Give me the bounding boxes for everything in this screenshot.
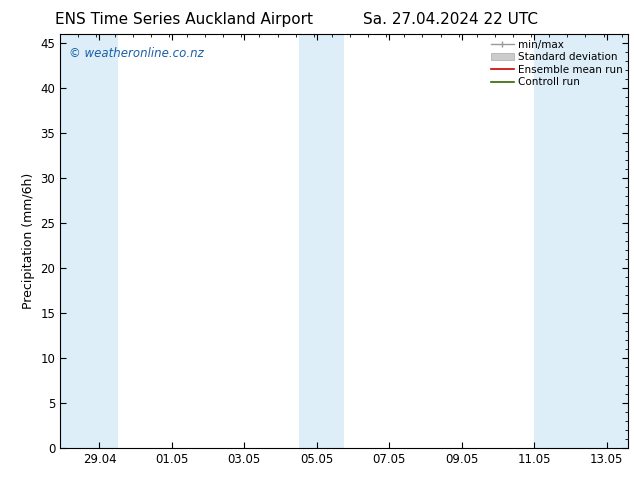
Text: Sa. 27.04.2024 22 UTC: Sa. 27.04.2024 22 UTC — [363, 12, 538, 27]
Bar — [534, 34, 628, 448]
Legend: min/max, Standard deviation, Ensemble mean run, Controll run: min/max, Standard deviation, Ensemble me… — [489, 37, 624, 89]
Bar — [60, 34, 117, 448]
Text: © weatheronline.co.nz: © weatheronline.co.nz — [68, 47, 204, 60]
Y-axis label: Precipitation (mm/6h): Precipitation (mm/6h) — [22, 173, 35, 310]
Bar — [299, 34, 344, 448]
Text: ENS Time Series Auckland Airport: ENS Time Series Auckland Airport — [55, 12, 313, 27]
